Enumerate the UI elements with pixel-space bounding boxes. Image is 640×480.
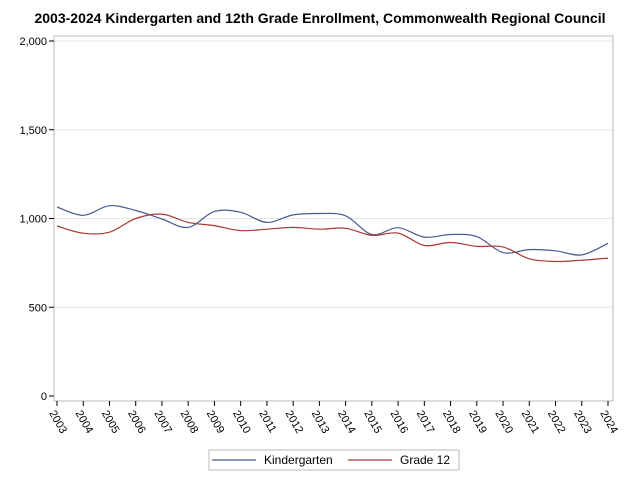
x-tick-label: 2020	[492, 409, 515, 436]
x-tick-label: 2006	[125, 409, 148, 436]
y-tick-label: 500	[29, 302, 47, 314]
x-axis: 2003 2004 2005 2006 2007 2008 2009 2010 2011 2012…	[46, 401, 620, 436]
x-tick-label: 2003	[46, 409, 69, 436]
x-tick-label: 2013	[309, 409, 332, 436]
y-tick-label: 1,500	[19, 125, 47, 137]
y-tick-label: 0	[41, 391, 47, 403]
x-tick-label: 2019	[466, 409, 489, 436]
series-lines	[56, 204, 609, 263]
legend-box	[208, 449, 460, 471]
x-tick-label: 2023	[571, 409, 594, 436]
legend-label-grade-12: Grade 12	[400, 453, 450, 467]
x-tick-label: 2021	[519, 409, 542, 436]
x-tick-label: 2010	[230, 409, 253, 436]
x-tick-label: 2004	[73, 409, 96, 436]
x-tick-label: 2017	[414, 409, 437, 436]
x-tick-label: 2005	[99, 409, 122, 436]
x-tick-label: 2012	[283, 409, 306, 436]
series-line-grade-12	[56, 213, 609, 263]
y-axis: 0 500 1,000 1,500 2,000	[19, 36, 54, 403]
x-tick-label: 2007	[151, 409, 174, 436]
gridlines	[54, 40, 613, 308]
x-tick-label: 2016	[387, 409, 410, 436]
series-line-kindergarten	[56, 204, 609, 256]
legend-label-kindergarten: Kindergarten	[264, 453, 333, 467]
x-tick-label: 2018	[440, 409, 463, 436]
chart-title: 2003-2024 Kindergarten and 12th Grade En…	[34, 10, 606, 26]
x-tick-label: 2024	[597, 409, 620, 436]
y-tick-label: 2,000	[19, 36, 47, 48]
x-tick-label: 2008	[178, 409, 201, 436]
x-tick-label: 2011	[256, 409, 278, 435]
x-tick-label: 2014	[335, 409, 358, 436]
legend: Kindergarten Grade 12	[208, 449, 460, 471]
x-tick-label: 2015	[361, 409, 384, 436]
x-tick-label: 2009	[204, 409, 227, 436]
x-tick-label: 2022	[545, 409, 568, 436]
y-tick-label: 1,000	[19, 214, 47, 226]
